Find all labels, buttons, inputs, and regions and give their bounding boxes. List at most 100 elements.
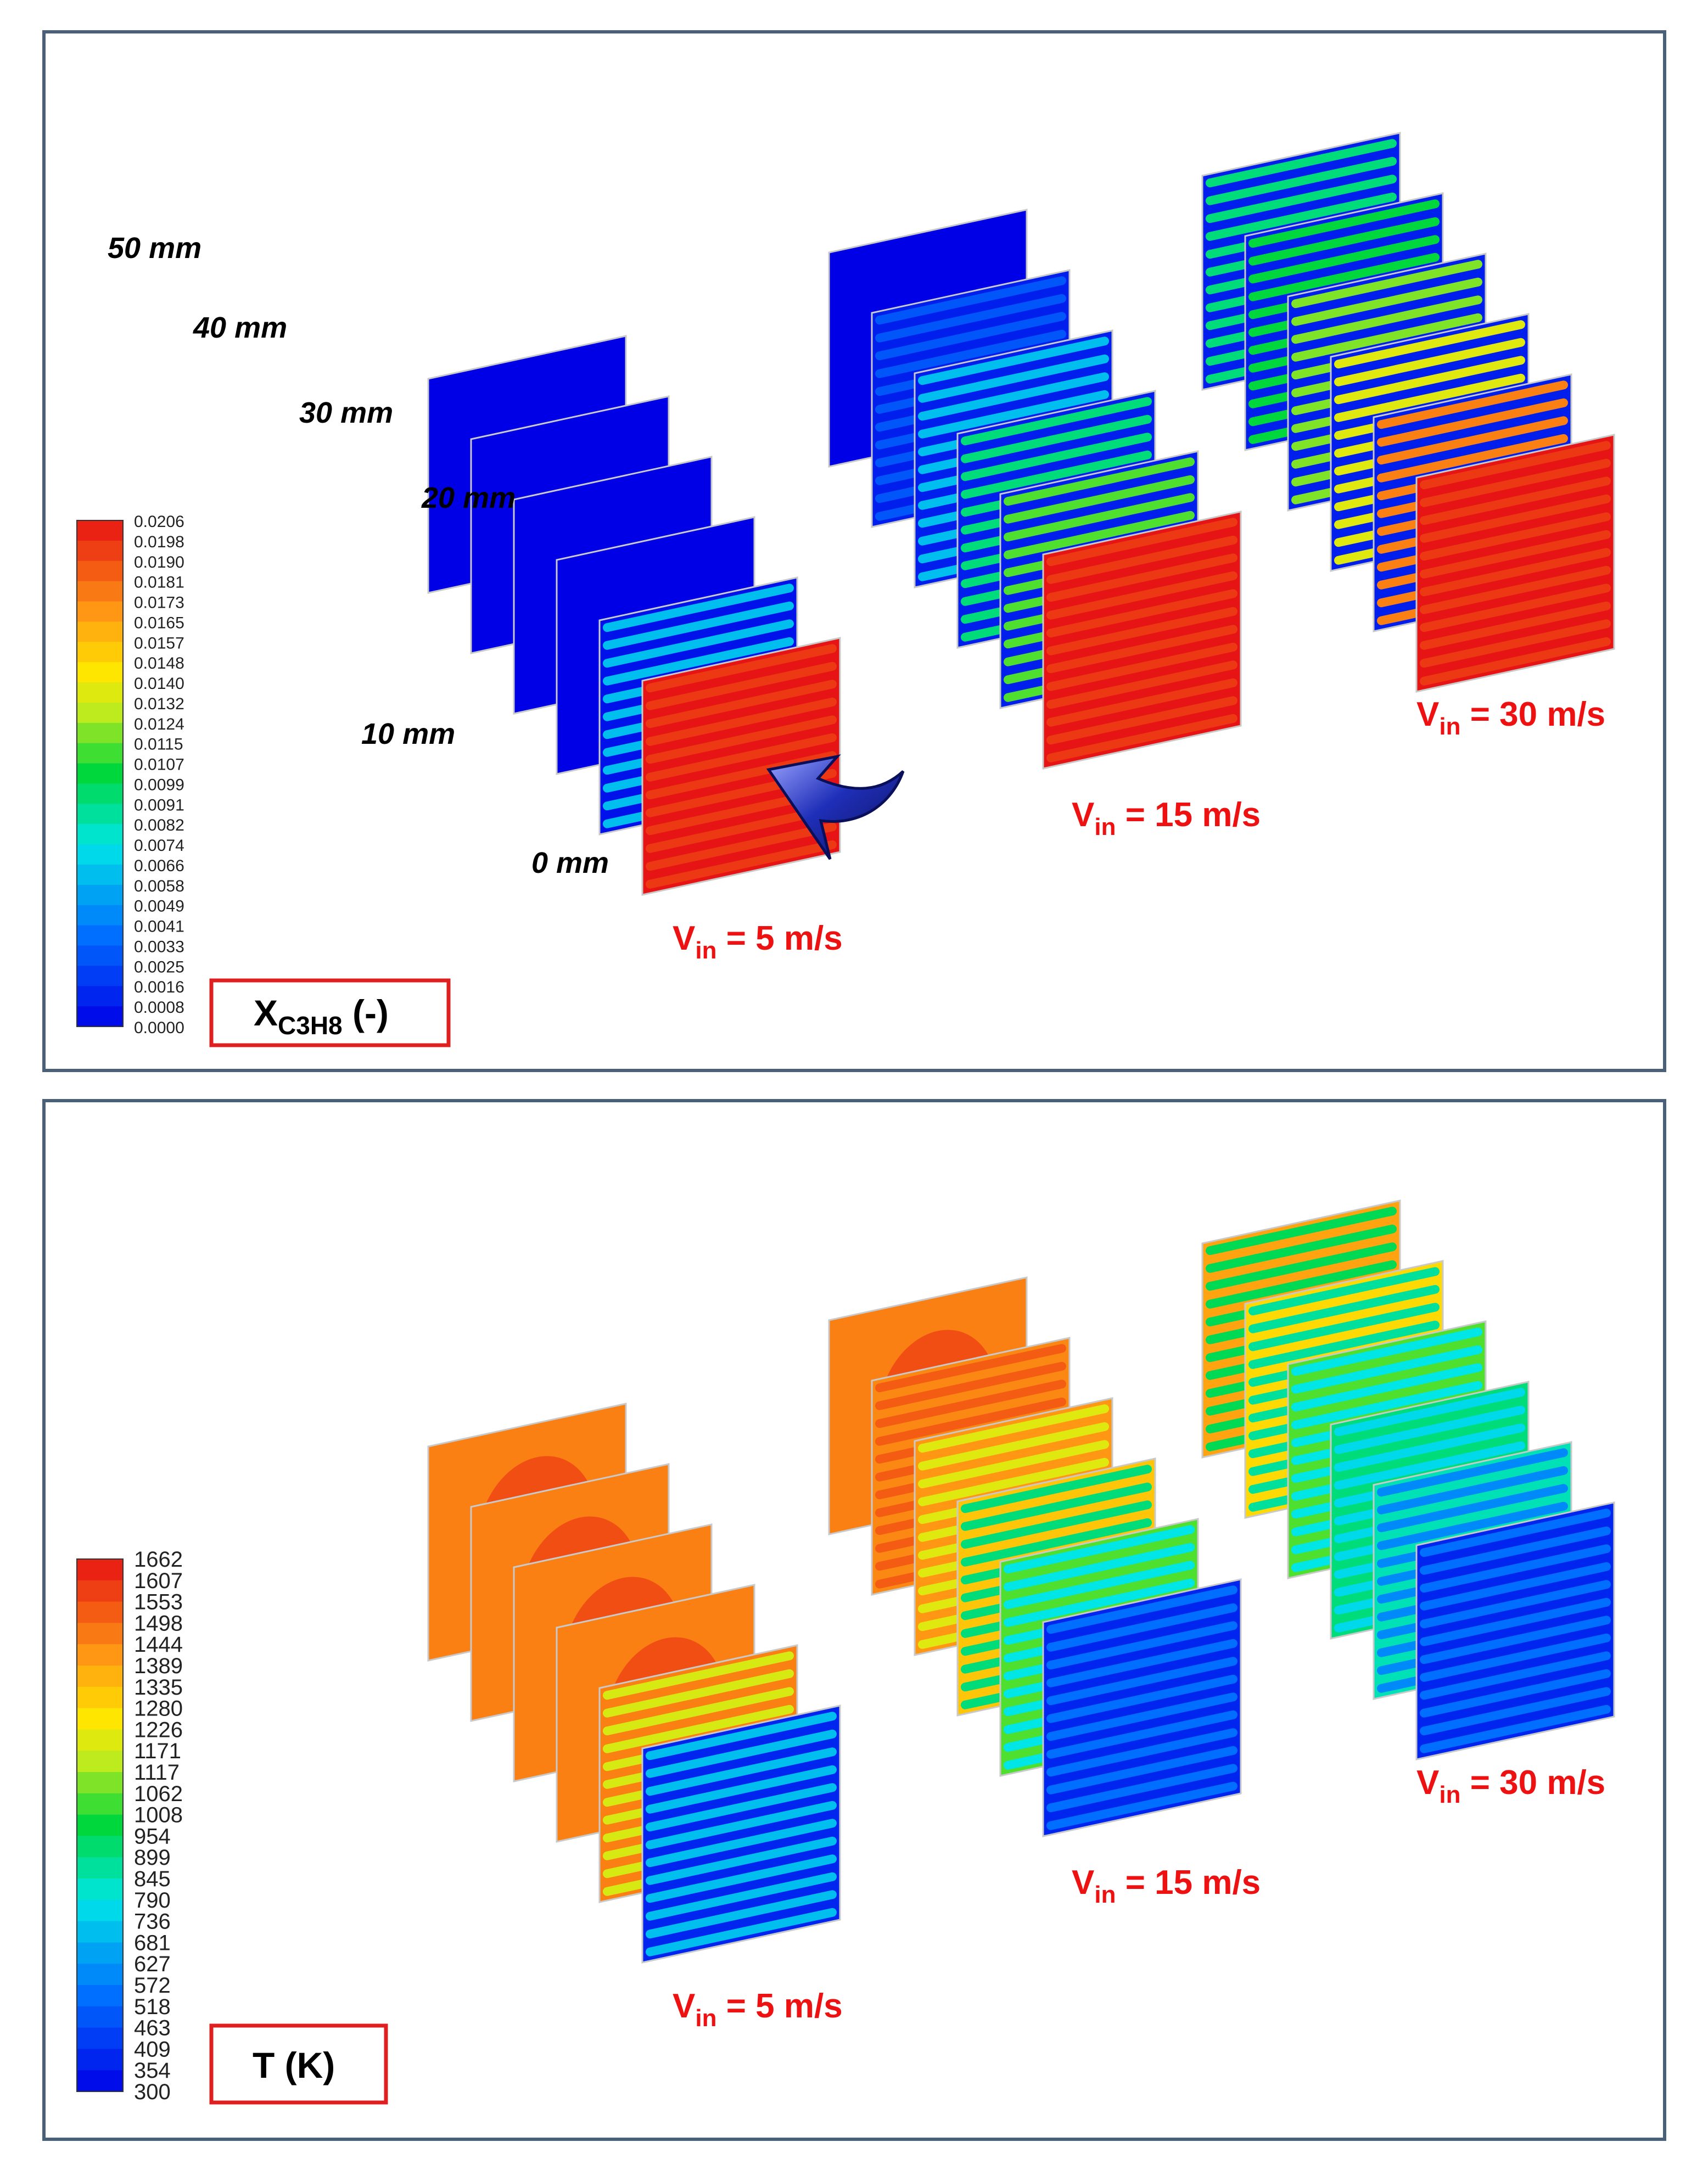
colorbar-tick-label: 0.0140 (134, 675, 184, 693)
velocity-labels: Vin = 5 m/s Vin = 15 m/s Vin = 30 m/s (673, 1764, 1605, 2032)
colorbar-band (77, 702, 123, 724)
channel-stripe (646, 1712, 837, 1760)
velocity-label: Vin = 30 m/s (1416, 696, 1605, 740)
colorbar-frame (76, 1558, 124, 2092)
channel-stripe (1046, 1621, 1237, 1670)
colorbar-tick-label: 0.0107 (134, 756, 184, 774)
colorbar-band (77, 1623, 123, 1645)
colorbar-tick-label: 0.0198 (134, 533, 184, 551)
colorbar-tick-label: 1008 (134, 1803, 183, 1827)
channel-stripe (1206, 192, 1397, 241)
channel-stripe (1377, 434, 1568, 483)
channel-stripe (1046, 696, 1237, 745)
channel-stripe (646, 1854, 837, 1903)
channel-stripe (1046, 571, 1237, 620)
channel-stripe (1420, 1580, 1611, 1629)
velocity-label: Vin = 15 m/s (1072, 796, 1261, 840)
colorbar-tick-label: 0.0124 (134, 715, 184, 733)
colorbar-tick-label: 0.0025 (134, 958, 184, 976)
colorbar-band (77, 1006, 123, 1027)
velocity-labels: Vin = 5 m/s Vin = 15 m/s Vin = 30 m/s (673, 696, 1605, 964)
colorbar: 1662160715531498144413891335128012261171… (76, 1547, 183, 2104)
colorbar-tick-label: 0.0082 (134, 816, 184, 834)
channel-stripe (646, 822, 837, 871)
colorbar-tick-label: 300 (134, 2080, 171, 2104)
colorbar-band (77, 824, 123, 845)
colorbar-tick-label: 1171 (134, 1739, 181, 1763)
colorbar-band (77, 1942, 123, 1965)
quantity-label-box: XC3H8 (-) (209, 978, 451, 1047)
colorbar-band (77, 520, 123, 541)
colorbar-tick-label: 354 (134, 2059, 171, 2083)
velocity-label: Vin = 15 m/s (1072, 1864, 1261, 1908)
colorbar-tick-label: 0.0074 (134, 837, 184, 855)
channel-stripe (918, 1404, 1109, 1453)
channel-stripe (961, 450, 1152, 499)
velocity-label: Vin = 30 m/s (1416, 1764, 1605, 1808)
channel-stripe (1004, 1543, 1195, 1591)
channel-stripe (1206, 1242, 1397, 1291)
colorbar-frame (76, 520, 124, 1027)
colorbar-band (77, 1751, 123, 1773)
channel-stripe (1420, 476, 1611, 525)
channel-stripe (1248, 217, 1440, 266)
channel-stripe (1004, 475, 1195, 524)
channel-stripe (646, 1819, 837, 1868)
colorbar-tick-label: 0.0206 (134, 513, 184, 531)
channel-stripe (646, 1783, 837, 1832)
colorbar-tick-label: 0.0099 (134, 776, 184, 794)
channel-stripe (1046, 1639, 1237, 1687)
channel-stripe (1377, 1484, 1568, 1533)
colorbar-tick-label: 736 (134, 1910, 171, 1934)
colorbar-band (77, 2027, 123, 2050)
channel-stripe (1420, 458, 1611, 507)
colorbar-tick-label: 1444 (134, 1633, 183, 1657)
colorbar-band (77, 804, 123, 825)
channel-stripe (646, 1747, 837, 1796)
channel-stripe (1206, 1260, 1397, 1309)
colorbar-tick-label: 409 (134, 2037, 171, 2061)
channel-stripe (646, 1801, 837, 1849)
channel-stripe (1420, 1633, 1611, 1682)
colorbar-tick-label: 1662 (134, 1547, 183, 1572)
channel-stripe (1046, 1674, 1237, 1723)
channel-stripe (1046, 678, 1237, 727)
colorbar-band (77, 1580, 123, 1602)
channel-stripe (1291, 295, 1482, 344)
channel-stripe (918, 1440, 1109, 1489)
temperature-panel: Vin = 5 m/s Vin = 15 m/s Vin = 30 m/s 16… (42, 1099, 1666, 2141)
colorbar-band (77, 1836, 123, 1858)
colorbar-band (77, 1666, 123, 1687)
colorbar-band (77, 662, 123, 683)
colorbar-band (77, 621, 123, 643)
colorbar-tick-label: 0.0049 (134, 898, 184, 916)
channel-stripe (603, 1669, 794, 1718)
channel-stripe (961, 1482, 1152, 1531)
colorbar-tick-label: 790 (134, 1888, 171, 1913)
colorbar-tick-label: 463 (134, 2016, 171, 2040)
colorbar-band (77, 1559, 123, 1581)
colorbar-band (77, 1899, 123, 1922)
channel-stripe (918, 390, 1109, 439)
colorbar-band (77, 864, 123, 885)
channel-stripe (1046, 1657, 1237, 1706)
channel-stripe (1046, 1603, 1237, 1652)
channel-stripe (1004, 511, 1195, 559)
channel-stripe (1377, 398, 1568, 447)
slice-face (1415, 434, 1615, 693)
channel-stripe (1420, 1687, 1611, 1736)
colorbar-band (77, 1814, 123, 1837)
channel-stripe (1420, 548, 1611, 597)
channel-stripe (875, 329, 1066, 378)
channel-stripe (1420, 1651, 1611, 1700)
channel-stripe (1420, 1704, 1611, 1753)
slice-face (641, 637, 841, 896)
slice (1415, 1501, 1615, 1760)
channel-stripe (603, 619, 794, 668)
channel-stripe (646, 680, 837, 728)
quantity-label-box: T (K) (209, 2023, 388, 2105)
distance-label: 10 mm (361, 717, 455, 750)
channel-stripe (1206, 1224, 1397, 1273)
slice (1415, 434, 1615, 693)
